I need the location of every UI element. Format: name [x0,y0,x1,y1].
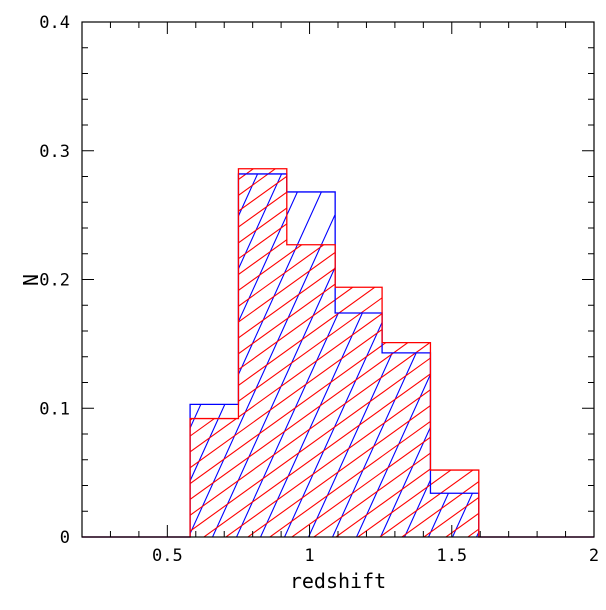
x-tick-label: 1 [304,546,314,566]
hatch-line [82,168,594,537]
hatch-line [82,168,500,537]
hatch-line [82,168,236,537]
hatch-line [519,168,594,537]
hatch-line [453,168,594,537]
hatch-line [82,168,594,537]
y-tick-label: 0.1 [39,399,70,419]
hatch-line [183,173,437,538]
hatch-line [82,168,170,537]
hatch-line [82,168,594,537]
axis-ticks [82,22,595,537]
hatch-line [277,168,594,537]
hatch-line [82,168,594,537]
x-tick-label: 0.5 [152,546,183,566]
hatch-line [0,0,15,547]
hatch-line [231,173,485,538]
hatch-line [167,168,594,537]
y-tick-label: 0.3 [39,142,70,162]
hatch-line [497,168,594,537]
hatch-line [255,173,509,538]
hatch-line [0,0,28,547]
hatch-line [327,173,581,538]
hatch-line [447,173,594,538]
hatch-line [101,168,594,537]
hatch-line [343,168,594,537]
hatch-line [211,168,594,537]
histogram-bin [335,287,382,537]
hatch-line [567,173,594,538]
hatch-line [279,173,533,538]
hatch-line [82,168,192,537]
hatch-line [541,168,594,537]
hatch-line [82,173,173,538]
tick-labels: 0.5 1 1.5 2 0 0.1 0.2 0.3 0.4 [39,13,599,566]
hatch-line [431,168,594,537]
y-tick-label: 0.2 [39,271,70,291]
x-tick-label: 1.5 [436,546,467,566]
hatch-line [82,173,149,538]
hatch-line [299,168,594,537]
hatch-line [255,168,594,537]
hatch-line [82,168,214,537]
histogram-series-1-outline [82,173,594,538]
hatch-line [82,168,594,537]
hatch-line [145,168,594,537]
hatch-line [82,168,594,537]
hatch-line [519,173,594,538]
hatch-line [82,173,221,538]
y-tick-label: 0.4 [39,13,70,33]
hatch-series-1 [0,0,594,547]
hatch-line [585,168,594,537]
hatch-line [82,168,594,537]
hatch-fill-layer [0,0,594,547]
histogram-outline-layer [82,168,594,538]
x-tick-label: 2 [589,546,599,566]
hatch-line [82,168,148,537]
plot-frame [81,21,595,538]
hatch-line [82,168,594,537]
hatch-line [82,168,594,537]
histogram-series-2-outline [82,168,594,538]
y-tick-label: 0 [60,528,70,548]
hatch-line [207,173,461,538]
hatch-line [233,168,594,537]
hatch-line [563,168,594,537]
histogram-bin [382,353,430,537]
y-axis-title: N [19,274,43,286]
hatch-line [495,173,594,538]
hatch-line [159,173,413,538]
hatch-line [0,0,37,547]
hatch-line [82,168,594,537]
hatch-line [189,168,594,537]
hatch-line [543,173,594,538]
hatch-line [409,168,594,537]
hatch-line [375,173,594,538]
histogram-bin [238,169,286,537]
hatch-line [321,168,594,537]
hatch-line [387,168,594,537]
hatch-line [475,168,594,537]
hatch-line [351,173,594,538]
hatch-line [82,173,197,538]
hatch-line [82,173,245,538]
x-axis-title: redshift [290,569,386,593]
hatch-series-2 [0,0,594,547]
hatch-line [82,168,594,537]
hatch-line [0,0,4,547]
hatch-line [471,173,594,538]
hatch-line [82,173,293,538]
hatch-line [87,173,341,538]
hatch-line [365,168,594,537]
hatch-line [423,173,594,538]
